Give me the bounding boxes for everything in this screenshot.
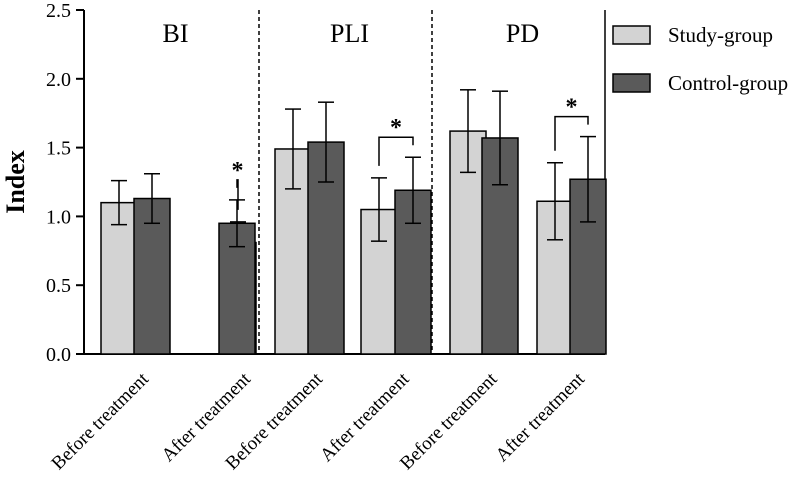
y-tick-label: 0.0: [46, 344, 71, 366]
legend-label-study: Study-group: [668, 23, 773, 47]
significance-bracket: [236, 179, 239, 210]
axes: 0.0 0.5 1.0 1.5 2.0 2.5: [46, 0, 606, 366]
legend-swatch-control: [612, 73, 651, 93]
y-tick-label: 2.5: [46, 0, 71, 22]
bars: [100, 89, 607, 355]
panel-label-pd: PD: [506, 19, 539, 48]
legend-label-control: Control-group: [668, 71, 788, 95]
x-tick-label: After treatment: [316, 368, 414, 466]
significance-bracket: [554, 115, 589, 151]
panel-label-bi: BI: [163, 19, 189, 48]
x-tick-label: After treatment: [492, 368, 590, 466]
legend: Study-group Control-group: [612, 23, 788, 95]
y-axis-title: Index: [1, 150, 30, 214]
significance-marker: *: [566, 95, 578, 121]
y-tick-label: 1.0: [46, 206, 71, 228]
y-tick-label: 1.5: [46, 138, 71, 160]
x-tick-label: Before treatment: [48, 368, 154, 474]
bar-bi-before-control: [133, 197, 171, 355]
legend-swatch-study: [612, 25, 651, 45]
y-tick-label: 0.5: [46, 275, 71, 297]
significance-marker: *: [232, 158, 244, 184]
significance-bracket: [378, 136, 414, 166]
significance-marker: *: [390, 115, 402, 141]
y-tick-label: 2.0: [46, 69, 71, 91]
panel-label-pli: PLI: [330, 19, 369, 48]
